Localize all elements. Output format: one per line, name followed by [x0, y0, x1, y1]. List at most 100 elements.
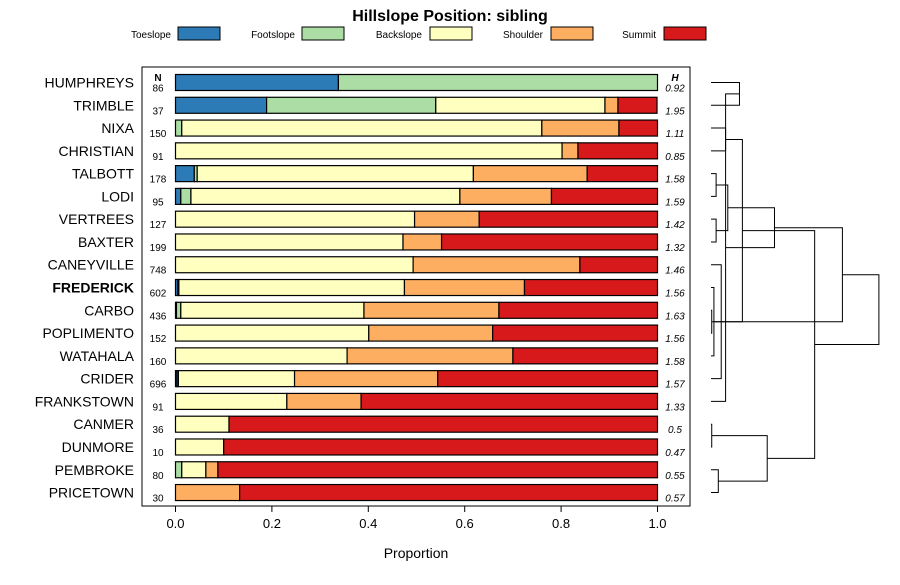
bar-segment	[586, 165, 659, 183]
x-tick-label: 0.6	[456, 516, 474, 531]
bar-rows: HUMPHREYS 86 0.92 TRIMBLE 37 1.95 NIXA 150 1.11 C…	[35, 73, 685, 505]
legend-swatch	[301, 26, 345, 41]
row-n-value: 91	[152, 402, 164, 413]
row-h-value: 1.42	[665, 220, 685, 231]
row-h-value: 0.55	[665, 471, 685, 482]
x-tick-label: 1.0	[648, 516, 666, 531]
bar-row: BAXTER 199 1.32	[78, 233, 685, 254]
bar-row: CRIDER 696 1.57	[80, 370, 685, 391]
bar-segment	[180, 187, 192, 205]
row-n-value: 150	[150, 129, 167, 140]
row-label: HUMPHREYS	[45, 75, 134, 91]
bar-segment	[402, 233, 443, 251]
x-tick-label: 0.2	[263, 516, 281, 531]
bar-segment	[175, 301, 182, 319]
row-h-value: 1.57	[665, 380, 685, 391]
row-n-value: 199	[150, 243, 167, 254]
row-label: CHRISTIAN	[59, 143, 134, 159]
row-label: FRANKSTOWN	[35, 393, 134, 409]
bar-row: FRANKSTOWN 91 1.33	[35, 392, 685, 413]
bar-row: TALBOTT 178 1.58	[72, 165, 685, 186]
x-tick-label: 0.0	[166, 516, 184, 531]
bar-segment	[440, 233, 659, 251]
bar-segment	[403, 278, 526, 297]
bar-segment	[174, 73, 340, 92]
dendrogram-branch	[742, 230, 816, 459]
bar-segment	[174, 210, 416, 228]
x-axis: 0.0 0.2 0.4 0.6 0.8 1.0	[166, 506, 667, 531]
row-h-value: 1.95	[665, 106, 685, 117]
chart-title: Hillslope Position: sibling	[352, 8, 548, 25]
row-label: CANMER	[73, 416, 134, 432]
x-tick-label: 0.4	[359, 516, 377, 531]
bar-segment	[174, 415, 230, 433]
row-n-value: 10	[152, 448, 164, 459]
row-n-value: 160	[150, 357, 167, 368]
bar-row: CANMER 36 0.5	[73, 415, 682, 436]
row-h-value: 1.32	[665, 243, 685, 254]
bar-row: LODI 95 1.59	[101, 187, 685, 208]
bar-segment	[217, 461, 659, 479]
row-n-value: 86	[152, 84, 164, 95]
bar-segment	[177, 370, 296, 388]
row-label: CANEYVILLE	[48, 257, 134, 273]
dendrogram-branch	[711, 173, 717, 197]
bar-row: HUMPHREYS 86 0.92	[45, 73, 685, 95]
bar-row: VERTREES 127 1.42	[59, 210, 685, 231]
bar-segment	[178, 278, 406, 297]
bar-row: DUNMORE 10 0.47	[62, 438, 685, 459]
bar-segment	[174, 142, 563, 160]
bar-segment	[174, 119, 183, 137]
bar-segment	[459, 187, 553, 205]
row-n-value: 152	[150, 334, 167, 345]
row-h-value: 1.56	[665, 289, 685, 300]
bar-segment	[523, 278, 659, 297]
bar-segment	[604, 96, 619, 114]
row-label: WATAHALA	[60, 348, 135, 364]
row-label: POPLIMENTO	[42, 325, 134, 341]
legend-label: Backslope	[376, 30, 423, 41]
bar-segment	[174, 233, 404, 251]
bar-row: NIXA 150 1.11	[101, 119, 684, 140]
row-h-value: 0.5	[668, 425, 682, 436]
row-label: LODI	[101, 188, 134, 204]
row-label: CARBO	[84, 302, 134, 318]
dendrogram-branch	[711, 423, 713, 448]
bar-segment	[437, 370, 659, 388]
bar-segment	[174, 324, 370, 342]
bar-segment	[618, 119, 659, 137]
bar-segment	[174, 187, 182, 205]
legend-swatch	[177, 26, 221, 41]
row-n-value: 748	[150, 266, 167, 277]
bar-row: TRIMBLE 37 1.95	[73, 96, 685, 117]
row-n-value: 602	[150, 289, 167, 300]
bar-segment	[577, 142, 659, 160]
bar-segment	[561, 142, 579, 160]
bar-row: CANEYVILLE 748 1.46	[48, 256, 685, 277]
x-tick-label: 0.8	[552, 516, 570, 531]
row-h-value: 1.63	[665, 311, 685, 322]
dendrogram-branch	[774, 227, 843, 323]
legend-label: Toeslope	[131, 30, 171, 41]
row-h-value: 0.57	[665, 494, 685, 505]
bar-row: CHRISTIAN 91 0.85	[59, 142, 685, 163]
bar-segment	[174, 483, 241, 502]
bar-segment	[413, 210, 480, 228]
bar-segment	[205, 461, 219, 479]
row-label: NIXA	[101, 120, 134, 136]
bar-segment	[174, 392, 288, 411]
bar-segment	[239, 483, 659, 502]
bar-segment	[478, 210, 659, 228]
bar-segment	[180, 301, 365, 319]
bar-segment	[265, 96, 437, 114]
bar-segment	[512, 347, 659, 365]
bar-segment	[492, 324, 659, 342]
bar-row: POPLIMENTO 152 1.56	[42, 324, 685, 345]
row-n-value: 37	[152, 106, 164, 117]
bar-segment	[412, 256, 581, 274]
row-n-value: 127	[150, 220, 167, 231]
row-label: TRIMBLE	[73, 97, 134, 113]
legend: Toeslope Footslope Backslope Shoulder Summit	[131, 26, 707, 41]
row-n-value: 30	[152, 494, 164, 505]
